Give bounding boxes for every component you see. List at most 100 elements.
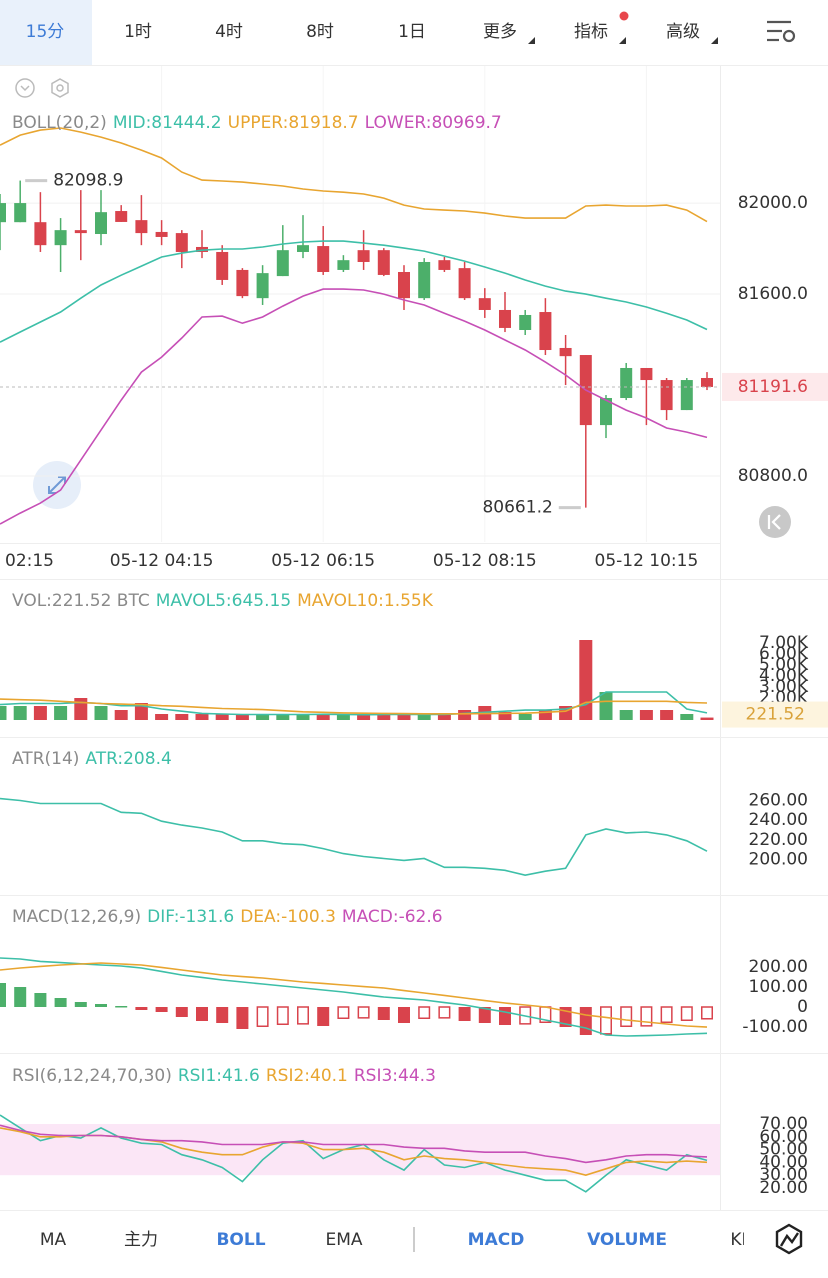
volume-bar bbox=[336, 715, 350, 720]
legend-entry: ATR(14) bbox=[12, 749, 79, 769]
volume-bar bbox=[357, 715, 371, 720]
macd-bar bbox=[196, 1007, 208, 1021]
last-price-label: 81191.6 bbox=[738, 377, 808, 397]
indicator-line bbox=[0, 127, 708, 223]
low-label: 80661.2 bbox=[482, 498, 552, 518]
expand-button[interactable] bbox=[33, 461, 81, 509]
time-tab[interactable]: 15分 bbox=[26, 22, 65, 42]
y-tick-label: 50.00 bbox=[759, 1140, 808, 1160]
candle-body bbox=[559, 347, 572, 357]
time-tab[interactable]: 更多 bbox=[483, 22, 517, 42]
time-tab[interactable]: 指标 bbox=[574, 22, 608, 42]
macd-bar bbox=[337, 1006, 350, 1019]
dropdown-caret bbox=[711, 37, 718, 44]
panel: 7.00K6.00K5.00K4.00K3.00K2.00KVOL:221.52… bbox=[0, 591, 828, 728]
macd-bar bbox=[74, 1002, 87, 1007]
indicator-line bbox=[0, 240, 708, 343]
macd-bar bbox=[0, 983, 6, 1007]
legend-entry: LOWER:80969.7 bbox=[365, 113, 502, 133]
volume-bar bbox=[215, 714, 229, 720]
legend-entry: MAVOL10:1.55K bbox=[297, 591, 434, 611]
back-to-latest[interactable] bbox=[759, 506, 791, 538]
x-tick-label: 05-12 04:15 bbox=[110, 551, 214, 571]
macd-bar bbox=[256, 1006, 269, 1027]
y-tick-label: 100.00 bbox=[749, 977, 808, 997]
time-tab[interactable]: 1时 bbox=[124, 22, 152, 42]
candle-body bbox=[620, 367, 633, 399]
candle-body bbox=[74, 230, 87, 234]
macd-bar bbox=[175, 1007, 188, 1017]
volume-bar bbox=[0, 706, 7, 720]
indicator-line bbox=[0, 698, 708, 715]
volume-bar bbox=[579, 640, 593, 720]
indicator-tab[interactable]: MA bbox=[40, 1230, 67, 1250]
candle-body bbox=[256, 273, 269, 299]
y-tick-label: 6.00K bbox=[759, 644, 809, 664]
indicator-line bbox=[0, 288, 708, 525]
y-tick-label: 200.00 bbox=[749, 957, 808, 977]
legend-entry: ATR:208.4 bbox=[85, 749, 171, 769]
volume-bar bbox=[74, 698, 88, 720]
y-tick-label: 40.00 bbox=[759, 1152, 808, 1172]
time-tab[interactable]: 1日 bbox=[398, 22, 426, 42]
y-tick-label: 5.00K bbox=[759, 655, 809, 675]
y-tick-label: 220.00 bbox=[749, 830, 808, 850]
macd-bar bbox=[377, 1007, 390, 1020]
macd-bar bbox=[620, 1006, 633, 1027]
volume-bar bbox=[397, 714, 411, 720]
candle-body bbox=[418, 261, 431, 299]
indicator-tab[interactable]: 主力 bbox=[124, 1230, 158, 1250]
legend-entry: MAVOL5:645.15 bbox=[156, 591, 291, 611]
last-volume-label: 221.52 bbox=[746, 705, 805, 725]
macd-bar bbox=[499, 1007, 511, 1025]
indicator-tab[interactable]: VOLUME bbox=[587, 1230, 667, 1250]
dropdown-caret bbox=[528, 37, 535, 44]
x-tick-label: 05-12 06:15 bbox=[271, 551, 375, 571]
y-tick-label: 260.00 bbox=[749, 791, 808, 811]
volume-bar bbox=[155, 714, 169, 720]
candle-body bbox=[660, 380, 673, 411]
indicator-tab[interactable]: EMA bbox=[325, 1230, 362, 1250]
candle-body bbox=[0, 203, 6, 223]
y-tick-label: 4.00K bbox=[759, 666, 809, 686]
toggle-icons[interactable] bbox=[15, 78, 69, 98]
volume-bar bbox=[599, 692, 613, 720]
volume-bar bbox=[458, 710, 472, 720]
x-tick-label: 05-12 10:15 bbox=[595, 551, 699, 571]
y-tick-label: 80800.0 bbox=[738, 466, 808, 486]
legend-entry: DIF:-131.6 bbox=[147, 907, 234, 927]
volume-bar bbox=[175, 714, 189, 720]
time-tab[interactable]: 8时 bbox=[306, 22, 334, 42]
legend-entry: MACD(12,26,9) bbox=[12, 907, 141, 927]
indicator-tab[interactable]: BOLL bbox=[216, 1230, 265, 1250]
volume-bar bbox=[54, 706, 68, 720]
y-tick-label: 240.00 bbox=[749, 810, 808, 830]
y-tick-label: 30.00 bbox=[759, 1165, 808, 1185]
macd-bar bbox=[640, 1006, 653, 1027]
volume-bar bbox=[94, 706, 108, 720]
volume-bar bbox=[195, 714, 209, 720]
macd-bar bbox=[701, 1006, 713, 1020]
last-volume-box bbox=[722, 701, 828, 728]
indicator-tab[interactable]: MACD bbox=[468, 1230, 525, 1250]
y-tick-label: 70.00 bbox=[759, 1114, 808, 1134]
volume-bar bbox=[235, 714, 249, 720]
legend-entry: BOLL(20,2) bbox=[12, 113, 107, 133]
macd-bar bbox=[14, 987, 27, 1007]
chart-style-icon[interactable] bbox=[775, 1223, 803, 1255]
macd-bar bbox=[34, 993, 47, 1007]
candle-body bbox=[640, 367, 653, 381]
time-tab[interactable]: 高级 bbox=[666, 22, 700, 42]
y-tick-label: 200.00 bbox=[749, 849, 808, 869]
macd-bar bbox=[135, 1007, 148, 1010]
time-tab[interactable]: 4时 bbox=[215, 22, 243, 42]
candle-body bbox=[115, 211, 128, 222]
candle-body bbox=[398, 271, 410, 299]
settings-icon[interactable] bbox=[767, 20, 796, 43]
macd-bar bbox=[660, 1006, 673, 1023]
indicator-line bbox=[0, 962, 708, 1028]
macd-bar bbox=[600, 1006, 612, 1035]
legend-entry: MACD:-62.6 bbox=[342, 907, 443, 927]
